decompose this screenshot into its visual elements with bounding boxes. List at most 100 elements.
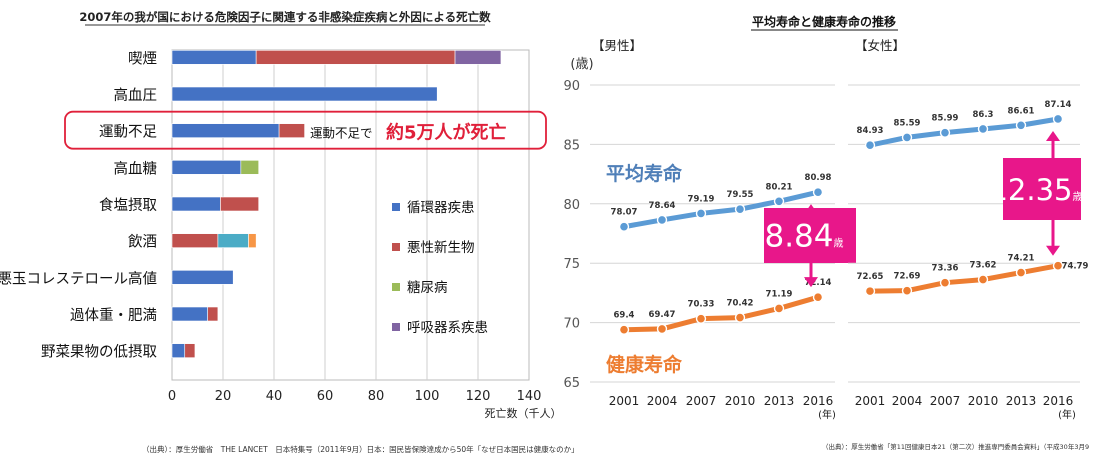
bar-segment: [255, 50, 456, 65]
annotation-highlight: 約5万人が死亡: [386, 122, 507, 144]
x-tick-label: 2016: [803, 394, 834, 408]
data-label: 79.55: [727, 190, 754, 200]
gap-callout-text: 12.35歳: [989, 173, 1082, 207]
data-label: 72.65: [857, 272, 884, 282]
legend-label: 悪性新生物: [407, 240, 475, 256]
bar-segment: [171, 306, 209, 322]
gap-arrow-head: [804, 277, 818, 288]
left-source-note: （出典）：厚生労働省 THE LANCET 日本特集号（2011年9月）日本：国…: [142, 444, 579, 454]
data-label: 78.07: [611, 208, 638, 218]
data-label: 73.36: [932, 264, 959, 274]
data-label: 74.21: [1008, 254, 1035, 264]
category-label: 野菜果物の低摂取: [41, 344, 157, 361]
data-point: [773, 303, 785, 314]
x-tick-label: 2007: [930, 394, 961, 408]
data-point: [901, 285, 913, 296]
x-unit-label: (年): [818, 408, 836, 421]
annotation-prefix: 運動不足で: [310, 126, 373, 141]
data-point: [618, 221, 630, 232]
x-tick-label: 2010: [725, 394, 756, 408]
bar-segment: [171, 160, 242, 175]
data-label: 80.21: [766, 182, 793, 192]
gap-unit: 歳: [834, 238, 844, 250]
data-point: [695, 208, 707, 219]
bar-segment: [454, 50, 502, 65]
series-line: [869, 263, 1059, 294]
data-point: [734, 203, 746, 215]
series-label-healthy-life: 健康寿命: [606, 353, 683, 376]
y-tick-label: 80: [563, 198, 580, 213]
bar-segment: [248, 233, 257, 248]
data-point: [812, 186, 824, 198]
data-point: [864, 285, 876, 297]
data-point: [1052, 113, 1064, 125]
category-label: 食塩摂取: [99, 197, 157, 214]
data-point: [1015, 267, 1027, 278]
series-line: [869, 116, 1059, 148]
x-tick-label: 2001: [609, 394, 640, 408]
gap-value: 8.84: [764, 219, 833, 255]
series-line: [623, 189, 819, 230]
data-point: [864, 140, 876, 151]
data-point: [656, 323, 668, 335]
x-tick-label: 20: [215, 389, 232, 404]
gap-arrow-head: [1046, 245, 1060, 256]
x-tick-label: 2013: [1006, 394, 1037, 408]
y-tick-label: 90: [563, 79, 580, 94]
data-point: [734, 312, 746, 323]
data-label: 78.64: [649, 201, 676, 211]
data-label: 87.14: [1045, 100, 1072, 110]
data-label: 86.61: [1008, 106, 1035, 116]
data-label: 79.19: [688, 194, 715, 204]
data-label: 85.99: [932, 114, 959, 124]
x-tick-label: 40: [266, 389, 283, 404]
x-tick-label: 0: [168, 389, 176, 404]
category-label: 悪玉コレステロール高値: [0, 270, 157, 287]
category-label: 運動不足: [99, 124, 157, 141]
category-label: 飲酒: [128, 234, 157, 251]
legend-label: 循環器疾患: [407, 200, 475, 216]
x-tick-label: 2004: [647, 394, 678, 408]
gap-callout-box: [764, 208, 856, 263]
legend-swatch: [392, 203, 400, 211]
x-tick-label: 2007: [686, 394, 717, 408]
category-label: 喫煙: [128, 50, 157, 67]
data-label: 70.42: [727, 299, 754, 309]
data-label: 70.33: [688, 300, 715, 310]
gap-callout-box: [1003, 158, 1081, 220]
x-tick-label: 140: [517, 389, 542, 404]
data-point: [618, 324, 630, 335]
panel-label: 【女性】: [855, 38, 905, 53]
bar-segment: [217, 233, 249, 248]
data-point: [812, 291, 824, 303]
bar-plot-area: [171, 49, 530, 381]
bar-segment: [171, 123, 280, 138]
bar-segment: [171, 343, 186, 358]
x-tick-label: 120: [466, 389, 491, 404]
data-label: 74.79: [1062, 262, 1089, 272]
x-tick-label: 2004: [892, 394, 923, 408]
data-point: [656, 214, 668, 226]
bar-segment: [220, 196, 259, 212]
data-label: 86.3: [973, 110, 994, 120]
data-point: [977, 123, 989, 135]
category-label: 高血圧: [114, 87, 158, 104]
data-point: [901, 132, 913, 143]
data-label: 84.93: [857, 126, 884, 136]
bar-segment: [171, 196, 221, 212]
x-tick-label: 2010: [968, 394, 999, 408]
data-label: 73.62: [970, 261, 997, 271]
line-chart-title: 平均寿命と健康寿命の推移: [752, 14, 896, 29]
x-tick-label: 2016: [1043, 394, 1074, 408]
panel-label: 【男性】: [592, 38, 642, 53]
y-tick-label: 65: [563, 376, 580, 391]
legend-label: 呼吸器系疾患: [407, 320, 488, 336]
data-point: [939, 127, 951, 138]
data-label: 85.59: [894, 118, 921, 128]
legend-swatch: [392, 323, 400, 331]
bar-segment: [171, 50, 257, 65]
data-point: [977, 274, 989, 285]
data-label: 71.19: [766, 289, 793, 299]
legend-swatch: [392, 283, 400, 291]
